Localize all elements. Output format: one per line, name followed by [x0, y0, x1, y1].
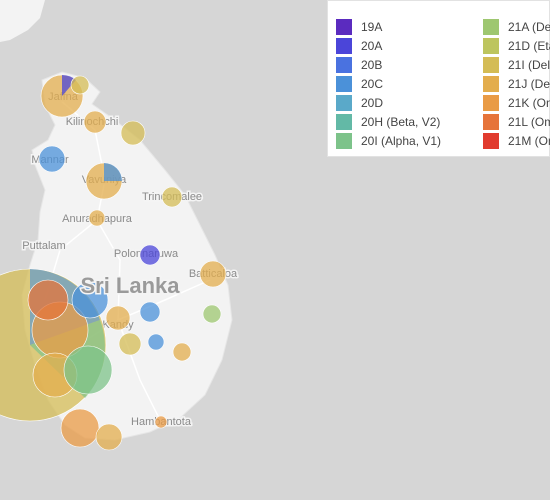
pie-marker — [154, 415, 168, 429]
legend-label: 19A — [361, 20, 383, 34]
legend-item[interactable]: 21K (Om — [483, 95, 550, 111]
country-label: Sri Lanka — [80, 273, 180, 298]
pie-marker — [199, 260, 227, 288]
legend-item[interactable]: 21A (Del — [483, 19, 550, 35]
legend-swatch — [336, 57, 352, 73]
legend-swatch — [483, 57, 499, 73]
legend-item[interactable]: 21M (Om — [483, 133, 550, 149]
pie-marker — [27, 279, 69, 321]
pie-marker — [70, 75, 90, 95]
legend-item[interactable]: 20H (Beta, V2) — [336, 114, 476, 130]
legend-item[interactable]: 19A — [336, 19, 476, 35]
legend-item[interactable]: 21L (Om — [483, 114, 550, 130]
legend-item[interactable]: 20I (Alpha, V1) — [336, 133, 476, 149]
pie-wedge — [104, 163, 122, 181]
legend-swatch — [336, 95, 352, 111]
pie-marker — [139, 244, 161, 266]
legend-swatch — [483, 95, 499, 111]
legend-swatch — [483, 114, 499, 130]
legend-label: 20A — [361, 39, 383, 53]
pie-marker — [147, 333, 165, 351]
legend-swatch — [336, 19, 352, 35]
legend-swatch — [483, 38, 499, 54]
legend: 19A 20A 20B 20C 20D 20H (Beta, V2) 20I (Alpha,… — [327, 0, 550, 157]
legend-swatch — [336, 76, 352, 92]
legend-swatch — [336, 133, 352, 149]
pie-marker — [71, 281, 109, 319]
legend-swatch — [483, 76, 499, 92]
pie-marker — [202, 304, 222, 324]
legend-swatch — [483, 19, 499, 35]
legend-label: 21L (Om — [508, 115, 550, 129]
legend-item[interactable]: 20B — [336, 57, 476, 73]
place-label: Puttalam — [22, 240, 65, 252]
legend-label: 21A (Del — [508, 20, 550, 34]
legend-item[interactable]: 20A — [336, 38, 476, 54]
pie-marker — [105, 305, 131, 331]
legend-item[interactable]: 21I (Delt — [483, 57, 550, 73]
pie-marker — [38, 145, 66, 173]
legend-label: 21I (Delt — [508, 58, 550, 72]
legend-item[interactable]: 20D — [336, 95, 476, 111]
legend-label: 21M (Om — [508, 134, 550, 148]
pie-marker — [161, 186, 183, 208]
legend-swatch — [336, 38, 352, 54]
pie-marker — [88, 209, 106, 227]
pie-marker — [95, 423, 123, 451]
legend-swatch — [336, 114, 352, 130]
legend-item[interactable]: 20C — [336, 76, 476, 92]
legend-label: 21D (Eta — [508, 39, 550, 53]
pie-marker — [83, 110, 107, 134]
legend-item[interactable]: 21J (Delt — [483, 76, 550, 92]
legend-label: 20D — [361, 96, 384, 110]
pie-marker — [63, 345, 113, 395]
legend-label: 21J (Delt — [508, 77, 550, 91]
pie-marker — [120, 120, 146, 146]
legend-label: 21K (Om — [508, 96, 550, 110]
legend-label: 20B — [361, 58, 383, 72]
legend-label: 20I (Alpha, V1) — [361, 134, 442, 148]
legend-swatch — [483, 133, 499, 149]
pie-marker — [118, 332, 142, 356]
pie-markers — [0, 74, 227, 451]
legend-label: 20C — [361, 77, 384, 91]
mainland — [0, 0, 45, 42]
pie-marker — [139, 301, 161, 323]
legend-label: 20H (Beta, V2) — [361, 115, 441, 129]
legend-item[interactable]: 21D (Eta — [483, 38, 550, 54]
pie-marker — [60, 408, 100, 448]
pie-marker — [172, 342, 192, 362]
